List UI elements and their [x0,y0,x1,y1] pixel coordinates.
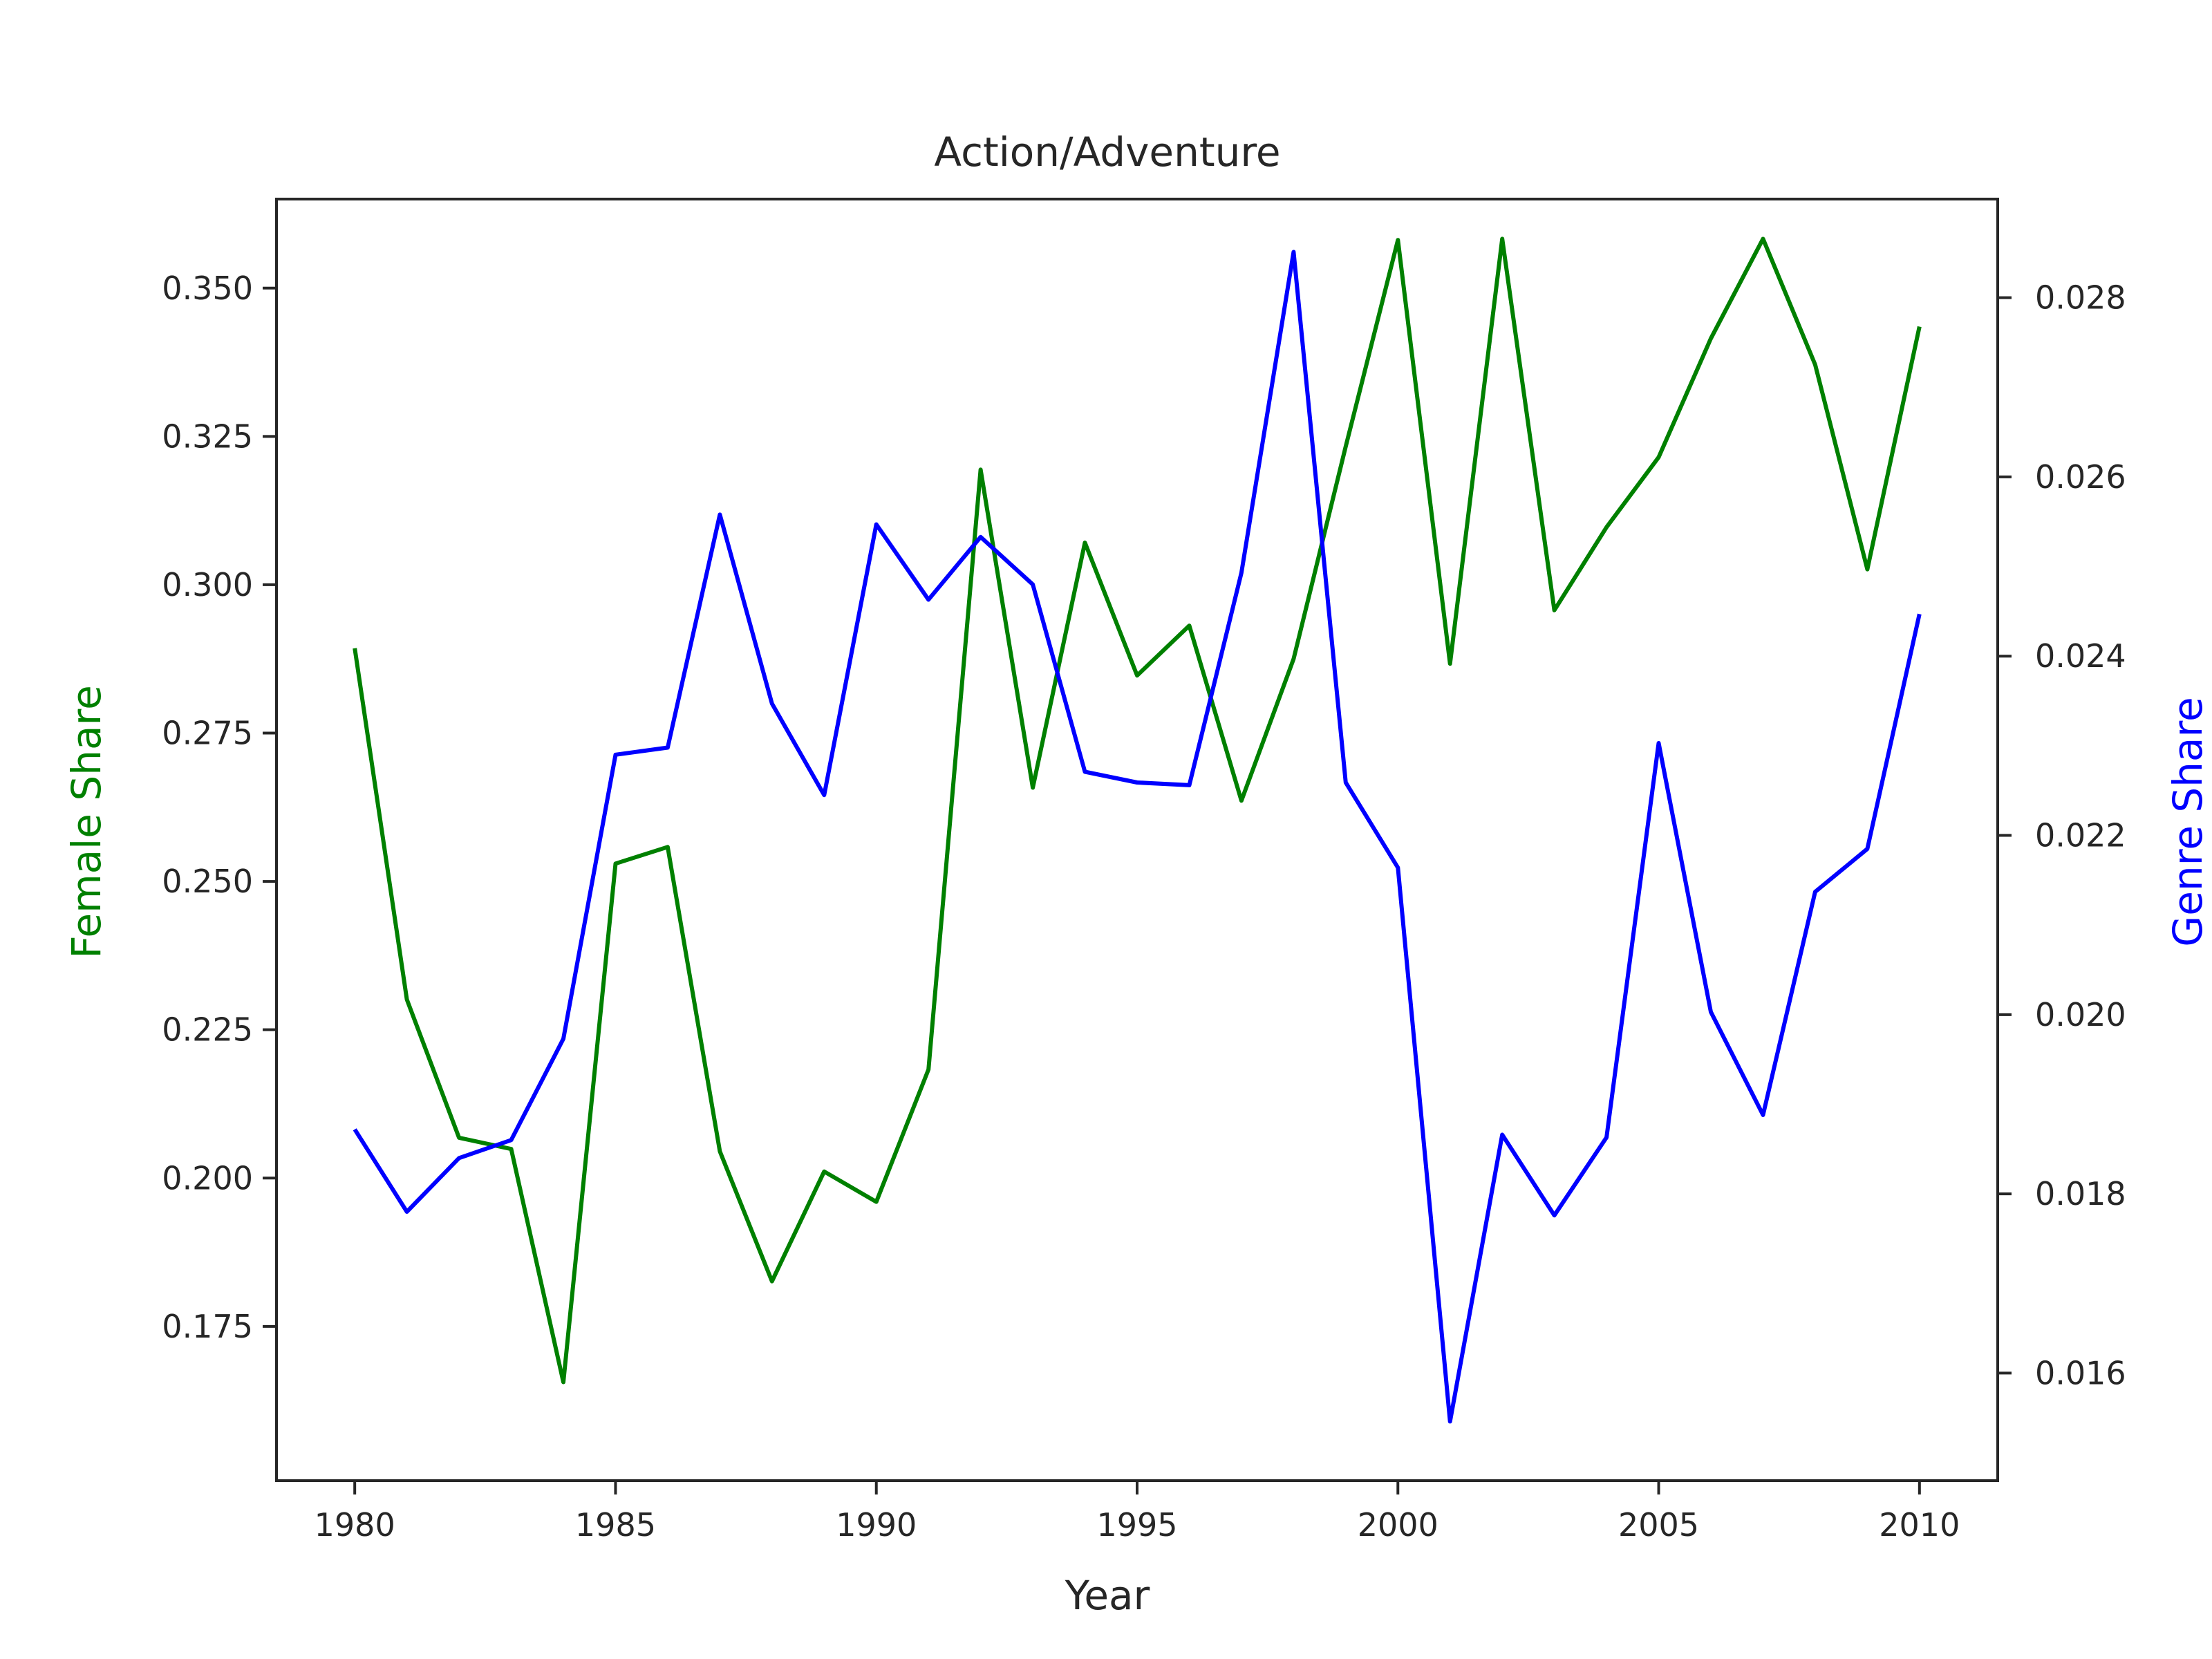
genre-share-line [353,250,1922,1424]
plot-area: 1980 1985 1990 1995 2000 2005 2010 0.175 0.200 0.… [162,236,2126,1544]
x-tick-label: 1990 [836,1506,917,1544]
left-y-tick-label: 0.300 [162,566,253,603]
right-y-tick-label: 0.024 [2035,637,2126,675]
female-share-line [353,236,1922,1385]
x-tick-label: 1995 [1096,1506,1177,1544]
right-y-tick-label: 0.016 [2035,1354,2126,1391]
x-tick-label: 2010 [1879,1506,1960,1544]
x-tick-label: 1985 [575,1506,656,1544]
right-y-tick-label: 0.018 [2035,1175,2126,1212]
left-y-tick-label: 0.275 [162,715,253,752]
left-y-tick-label: 0.350 [162,270,253,307]
plot-frame [275,198,1999,1482]
chart-title: Action/Adventure [934,129,1280,176]
right-y-tick-label: 0.028 [2035,279,2126,317]
right-y-tick-label: 0.026 [2035,458,2126,496]
right-y-axis-label: Genre Share [2164,697,2211,946]
x-tick-label: 2005 [1618,1506,1699,1544]
x-axis-label: Year [1065,1572,1150,1619]
x-tick-label: 2000 [1358,1506,1438,1544]
left-y-axis-label: Female Share [63,685,110,959]
x-tick-label: 1980 [315,1506,395,1544]
right-y-tick-label: 0.022 [2035,817,2126,854]
right-y-tick-label: 0.020 [2035,996,2126,1033]
left-y-tick-label: 0.250 [162,863,253,900]
left-y-tick-label: 0.325 [162,418,253,455]
left-y-tick-label: 0.200 [162,1159,253,1197]
left-y-tick-label: 0.175 [162,1308,253,1345]
left-y-tick-label: 0.225 [162,1011,253,1049]
